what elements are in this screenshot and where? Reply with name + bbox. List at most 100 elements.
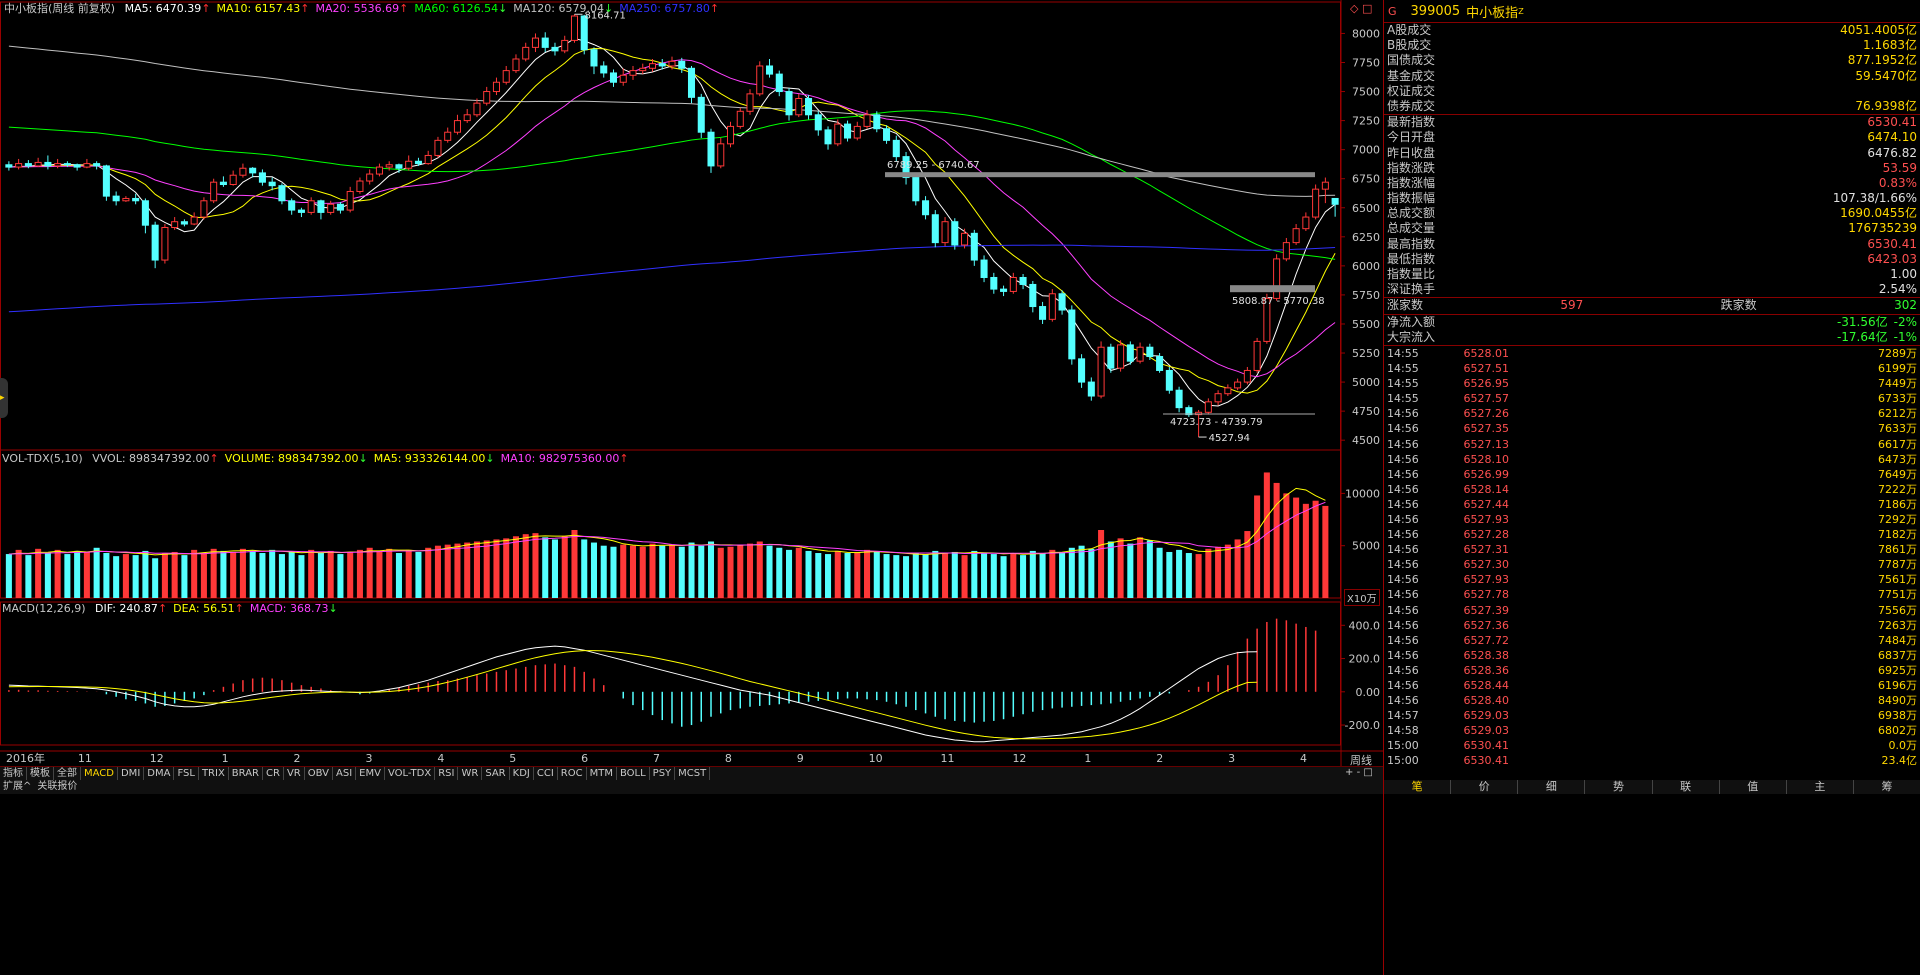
candle[interactable] [902,151,910,185]
candle[interactable] [970,229,978,266]
indicator-tab[interactable]: MCST [675,767,711,781]
candle[interactable] [512,54,520,73]
candle[interactable] [795,93,803,118]
candle[interactable] [551,42,559,56]
candle[interactable] [327,200,335,215]
indicator-tab[interactable]: 指标 [0,767,27,781]
restore-icon[interactable]: ◇ [1350,2,1359,15]
panel-tab[interactable]: 势 [1585,780,1653,794]
tab-expand[interactable]: 扩展^ [3,781,32,792]
candle[interactable] [1185,405,1193,417]
candle[interactable] [249,167,257,178]
candle[interactable] [151,221,159,269]
candle[interactable] [648,59,657,72]
candle[interactable] [200,197,208,220]
candle[interactable] [434,136,442,158]
candle[interactable] [122,196,130,202]
candle[interactable] [444,127,452,143]
candle[interactable] [580,14,588,55]
candle[interactable] [522,42,530,62]
candle[interactable] [765,59,774,78]
candle[interactable] [112,191,120,206]
indicator-tab[interactable]: FSL [174,767,199,781]
panel-tab[interactable]: 主 [1787,780,1854,794]
candle[interactable] [180,219,188,227]
candle[interactable] [980,255,988,283]
candle[interactable] [1321,177,1329,204]
indicator-tab[interactable]: CCI [534,767,558,781]
indicator-tab[interactable]: PSY [650,767,676,781]
candle[interactable] [1078,354,1086,388]
candle[interactable] [336,201,344,214]
candle[interactable] [1234,378,1242,391]
candle[interactable] [1048,289,1056,322]
indicator-tab[interactable]: EMV [356,767,385,781]
candle[interactable] [912,174,920,206]
tab-related-quotes[interactable]: 关联报价 [37,781,78,792]
indicator-tab[interactable]: BOLL [617,767,650,781]
candle[interactable] [15,158,23,170]
candle[interactable] [5,161,13,171]
candle[interactable] [844,120,852,142]
candle[interactable] [687,65,696,104]
indicator-tab[interactable]: CR [263,767,284,781]
candle[interactable] [219,176,227,187]
indicator-tab[interactable]: ASI [333,767,357,781]
candle[interactable] [190,212,198,226]
candle[interactable] [697,93,705,139]
candle[interactable] [883,125,891,144]
candle[interactable] [1136,342,1144,364]
candle[interactable] [1019,274,1027,290]
candle[interactable] [317,199,325,220]
indicator-tab[interactable]: DMA [144,767,175,781]
candle[interactable] [83,158,91,169]
indicator-tab[interactable]: VOL-TDX [385,767,436,781]
candle[interactable] [746,89,754,115]
candle[interactable] [951,218,959,250]
indicator-tab[interactable]: MACD [81,767,118,781]
candle[interactable] [54,158,62,169]
candle[interactable] [863,110,871,129]
candle[interactable] [990,272,998,294]
candle[interactable] [824,126,832,150]
candle[interactable] [570,14,579,43]
candle[interactable] [1243,366,1251,385]
candle[interactable] [414,157,422,166]
candle[interactable] [922,196,930,220]
candle[interactable] [483,86,491,106]
period-label[interactable]: 周线 [1350,754,1372,767]
candle[interactable] [1253,337,1261,373]
candle[interactable] [756,61,764,97]
candle[interactable] [1224,384,1232,397]
candle[interactable] [1156,353,1164,373]
candle[interactable] [1312,184,1320,220]
candle[interactable] [44,155,52,170]
panel-tab[interactable]: 值 [1720,780,1787,794]
candle[interactable] [210,178,218,204]
side-expand-handle[interactable]: ▸ [0,378,8,418]
candle[interactable] [736,107,744,129]
candle[interactable] [1117,340,1125,372]
indicator-tab[interactable]: 模板 [27,767,54,781]
indicator-tab[interactable]: RSI [435,767,459,781]
zoom-in-icon[interactable]: + [1345,767,1354,778]
candle[interactable] [356,177,364,194]
zoom-out-icon[interactable]: - [1356,767,1361,778]
candle[interactable] [931,210,939,248]
indicator-tab[interactable]: BRAR [229,767,263,781]
candle[interactable] [1097,341,1105,399]
indicator-tab[interactable]: MTM [587,767,617,781]
candle[interactable] [1009,272,1017,294]
candle[interactable] [141,198,149,234]
candle[interactable] [463,108,471,123]
candle[interactable] [1165,366,1173,394]
candle[interactable] [1000,285,1008,297]
candle[interactable] [941,217,949,247]
candle[interactable] [239,163,247,178]
candle[interactable] [707,128,715,173]
candle[interactable] [502,65,510,85]
candle[interactable] [619,68,627,86]
candle[interactable] [726,121,735,148]
candle[interactable] [658,59,666,70]
candle[interactable] [1068,305,1076,365]
